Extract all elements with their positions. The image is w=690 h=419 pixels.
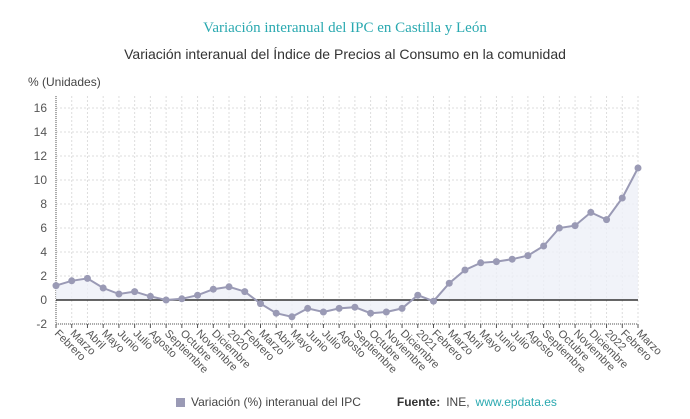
data-point [319,308,327,316]
y-axis-label: % (Unidades) [28,75,101,89]
data-point [492,258,500,266]
data-point [477,259,485,267]
data-point [555,224,563,232]
data-point [461,266,469,274]
data-point [162,296,170,304]
series-area [56,168,638,317]
data-point [524,252,532,260]
y-tick-label: 10 [34,173,48,187]
data-point [225,283,233,291]
data-point [351,303,359,311]
data-point [398,304,406,312]
y-tick-label: 14 [34,125,48,139]
data-point [288,313,296,321]
data-point [83,274,91,282]
chart-subtitle: Variación interanual del Índice de Preci… [124,46,566,62]
data-point [382,308,390,316]
y-tick-label: 8 [40,197,47,211]
y-tick-label: 12 [34,149,48,163]
source-text: INE, [446,395,470,409]
data-point [209,285,217,293]
legend: Variación (%) interanual del IPC Fuente:… [176,395,557,409]
y-tick-label: 4 [40,245,47,259]
y-tick-label: 0 [40,293,47,307]
data-point [99,284,107,292]
data-point [508,255,516,263]
data-point [587,208,595,216]
data-point [241,288,249,296]
data-point [131,288,139,296]
data-point [414,291,422,299]
chart-title: Variación interanual del IPC en Castilla… [203,20,487,36]
data-point [52,282,60,290]
data-point [634,164,642,172]
y-tick-label: 6 [40,221,47,235]
data-point [194,291,202,299]
data-point [304,304,312,312]
data-point [367,309,375,317]
data-point [445,279,453,287]
data-point [115,290,123,298]
data-point [146,292,154,300]
y-tick-label: 16 [34,101,48,115]
data-point [178,295,186,303]
data-point [430,297,438,305]
data-point [540,242,548,250]
legend-label: Variación (%) interanual del IPC [191,395,361,409]
data-point [603,216,611,224]
data-point [335,304,343,312]
data-point [618,194,626,202]
source-label: Fuente: [396,395,441,409]
data-point [68,277,76,285]
legend-swatch [176,397,185,407]
data-point [256,300,264,308]
y-tick-label: 2 [40,269,47,283]
source-link[interactable]: www.epdata.es [475,395,557,409]
data-point [571,222,579,230]
y-tick-label: -2 [36,317,47,331]
data-point [272,309,280,317]
